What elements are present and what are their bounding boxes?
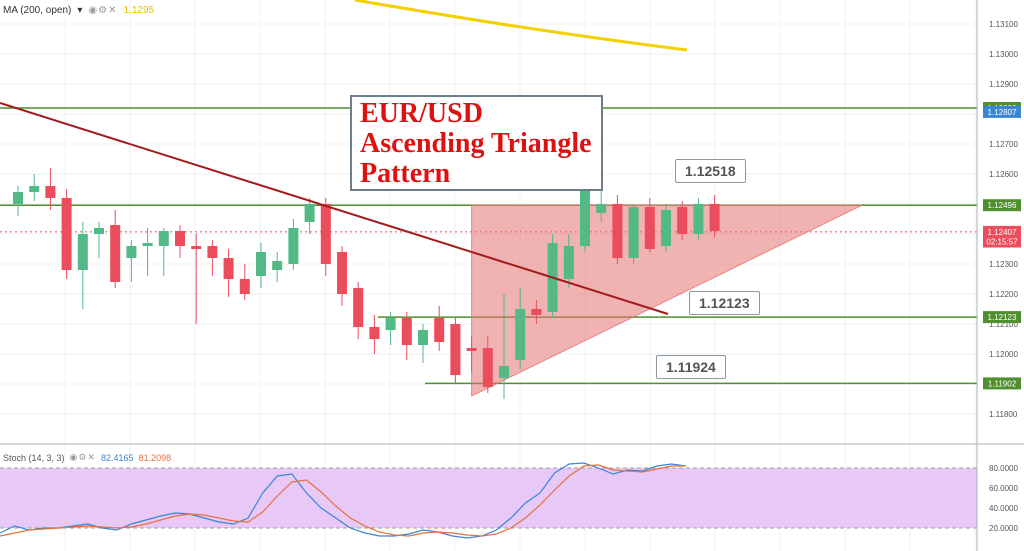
candle-body xyxy=(61,198,72,270)
price-tick-label: 1.12100 xyxy=(989,320,1018,329)
price-tick-label: 1.11800 xyxy=(989,410,1018,419)
stoch-d-line xyxy=(0,464,686,537)
candle-body xyxy=(466,348,477,351)
price-tag xyxy=(983,311,1021,324)
indicator-controls-icon[interactable]: ◉⚙✕ xyxy=(88,5,118,16)
price-tag-label: 1.11902 xyxy=(988,379,1017,388)
candle-body xyxy=(191,246,202,249)
candle-body xyxy=(110,225,121,282)
candle-body xyxy=(272,261,283,270)
descending-trendline xyxy=(0,102,669,315)
candle-body xyxy=(175,231,185,246)
callout-support[interactable]: 1.11924 xyxy=(656,355,726,379)
candle-body xyxy=(13,192,23,204)
pattern-title-box[interactable]: EUR/USD Ascending Triangle Pattern xyxy=(350,95,603,191)
ma-path xyxy=(354,0,688,52)
price-tag-label: 1.12123 xyxy=(988,313,1017,322)
price-axis: 1.131001.130001.129001.128001.127001.126… xyxy=(989,20,1018,533)
candle-body xyxy=(142,243,153,246)
price-tick-label: 1.12700 xyxy=(989,140,1018,149)
candle-body xyxy=(239,279,250,294)
indicator-controls-icon[interactable]: ◉⚙✕ xyxy=(69,452,97,462)
candle-body xyxy=(353,288,364,327)
candle-body xyxy=(401,318,412,345)
candle-body xyxy=(369,327,380,339)
candle-body xyxy=(77,234,88,270)
price-tag-label: 1.12407 xyxy=(988,228,1017,237)
ma-label: MA (200, open) xyxy=(3,5,72,16)
title-line-2: Ascending Triangle xyxy=(360,128,592,159)
stoch-lines xyxy=(0,462,977,539)
price-tags: 1.128201.128071.124961.1240702:15:571.12… xyxy=(983,102,1021,390)
candle-body xyxy=(94,228,104,234)
ma-legend[interactable]: MA (200, open) ▾ ◉⚙✕ 1.1295 xyxy=(3,5,154,16)
title-line-1: EUR/USD xyxy=(360,98,483,129)
candle-body xyxy=(256,252,266,276)
price-tick-label: 1.13000 xyxy=(989,50,1018,59)
stoch-band xyxy=(0,468,977,528)
candle-body xyxy=(158,231,169,246)
price-tag-label: 02:15:57 xyxy=(986,238,1018,247)
candle-body xyxy=(661,210,671,246)
callout-mid-level[interactable]: 1.12123 xyxy=(689,291,760,315)
title-line-3: Pattern xyxy=(360,158,451,189)
stoch-tick-label: 20.0000 xyxy=(989,524,1018,533)
price-tick-label: 1.13100 xyxy=(989,20,1018,29)
callout-resistance[interactable]: 1.12518 xyxy=(675,159,746,183)
stoch-tick-label: 80.0000 xyxy=(989,464,1018,473)
price-tag xyxy=(983,377,1021,390)
price-tag xyxy=(983,225,1021,238)
chevron-down-icon[interactable]: ▾ xyxy=(77,5,83,16)
price-tag xyxy=(983,105,1021,118)
candle-body xyxy=(29,186,40,192)
candle-body xyxy=(207,246,218,258)
candle-body xyxy=(693,204,704,234)
price-tick-label: 1.12900 xyxy=(989,80,1018,89)
candle-body xyxy=(563,246,574,279)
candle-body xyxy=(337,252,347,294)
candle-body xyxy=(644,207,655,249)
price-tag-label: 1.12807 xyxy=(988,108,1017,117)
candle-body xyxy=(434,318,445,342)
candle-body xyxy=(320,204,331,264)
stoch-d-value: 81.2098 xyxy=(138,452,172,463)
candle-body xyxy=(628,207,639,258)
ma-line xyxy=(354,0,688,52)
candle-body xyxy=(482,348,493,387)
candle-body xyxy=(450,324,461,375)
price-tag-label: 1.12496 xyxy=(988,201,1017,210)
candles xyxy=(13,168,720,399)
candle-body xyxy=(499,366,509,378)
stoch-label: Stoch (14, 3, 3) xyxy=(3,452,65,463)
stoch-k-line xyxy=(0,462,687,539)
stoch-legend[interactable]: Stoch (14, 3, 3) ◉⚙✕ 82.4165 81.2098 xyxy=(3,452,171,463)
candle-body xyxy=(531,309,542,315)
candle-body xyxy=(418,330,428,345)
candle-body xyxy=(288,228,299,264)
candle-body xyxy=(515,309,526,360)
candle-body xyxy=(126,246,137,258)
price-tick-label: 1.12000 xyxy=(989,350,1018,359)
candle-body xyxy=(45,186,56,198)
price-tag xyxy=(983,235,1021,248)
stoch-k-value: 82.4165 xyxy=(101,452,134,463)
price-tick-label: 1.12300 xyxy=(989,260,1018,269)
candle-body xyxy=(223,258,234,279)
price-tick-label: 1.12600 xyxy=(989,170,1018,179)
ma-value: 1.1295 xyxy=(123,5,155,16)
stoch-tick-label: 60.0000 xyxy=(989,484,1018,493)
candle-body xyxy=(612,204,623,258)
price-tag xyxy=(983,199,1021,212)
candle-body xyxy=(304,204,315,222)
candle-body xyxy=(385,318,396,330)
candle-body xyxy=(677,207,688,234)
stoch-tick-label: 40.0000 xyxy=(989,504,1018,513)
price-tick-label: 1.12200 xyxy=(989,290,1018,299)
candle-body xyxy=(596,204,607,213)
candle-body xyxy=(580,186,590,246)
candle-body xyxy=(709,204,720,231)
